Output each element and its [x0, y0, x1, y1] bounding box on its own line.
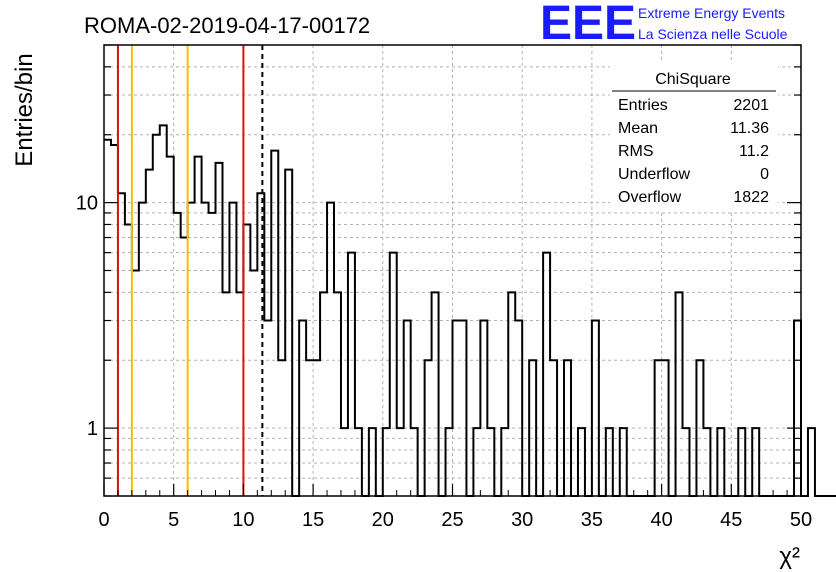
stats-box-background	[610, 62, 778, 210]
stats-value-mean: 11.36	[730, 120, 769, 137]
stats-value-entries: 2201	[733, 97, 769, 114]
stats-label-rms: RMS	[618, 143, 654, 160]
stats-title: ChiSquare	[655, 71, 731, 88]
y-tick-label: 10	[76, 193, 98, 215]
logo-mark: EEE	[540, 0, 636, 50]
logo-line-1: Extreme Energy Events	[638, 5, 785, 21]
x-tick-label: 10	[232, 509, 254, 531]
stats-box: ChiSquare Entries 2201 Mean 11.36 RMS 11…	[610, 62, 778, 210]
y-axis-label: Entries/bin	[11, 53, 38, 166]
y-tick-label: 1	[87, 418, 98, 440]
eee-logo: EEE Extreme Energy Events La Scienza nel…	[540, 0, 788, 50]
stats-value-underflow: 0	[760, 166, 769, 183]
x-tick-label: 15	[302, 509, 324, 531]
stats-value-overflow: 1822	[733, 189, 769, 206]
stats-label-overflow: Overflow	[618, 189, 682, 206]
x-tick-label: 5	[168, 509, 179, 531]
x-tick-label: 25	[441, 509, 463, 531]
logo-line-2: La Scienza nelle Scuole	[638, 26, 788, 42]
tick-layer: 0 5 10 15 20 25 30 35 40 45 50 1 10	[76, 44, 812, 531]
x-tick-label: 0	[98, 509, 109, 531]
x-tick-label: 40	[650, 509, 672, 531]
stats-label-entries: Entries	[618, 97, 668, 114]
x-tick-label: 20	[372, 509, 394, 531]
stats-label-mean: Mean	[618, 120, 658, 137]
x-tick-label: 35	[581, 509, 603, 531]
x-tick-label: 45	[720, 509, 742, 531]
stats-label-underflow: Underflow	[618, 166, 690, 183]
stats-value-rms: 11.2	[739, 143, 769, 160]
x-tick-label: 30	[511, 509, 533, 531]
chart-title: ROMA-02-2019-04-17-00172	[84, 13, 370, 38]
x-axis-label: χ²	[779, 543, 800, 570]
x-tick-label: 50	[790, 509, 812, 531]
vertical-lines-layer	[116, 45, 264, 496]
